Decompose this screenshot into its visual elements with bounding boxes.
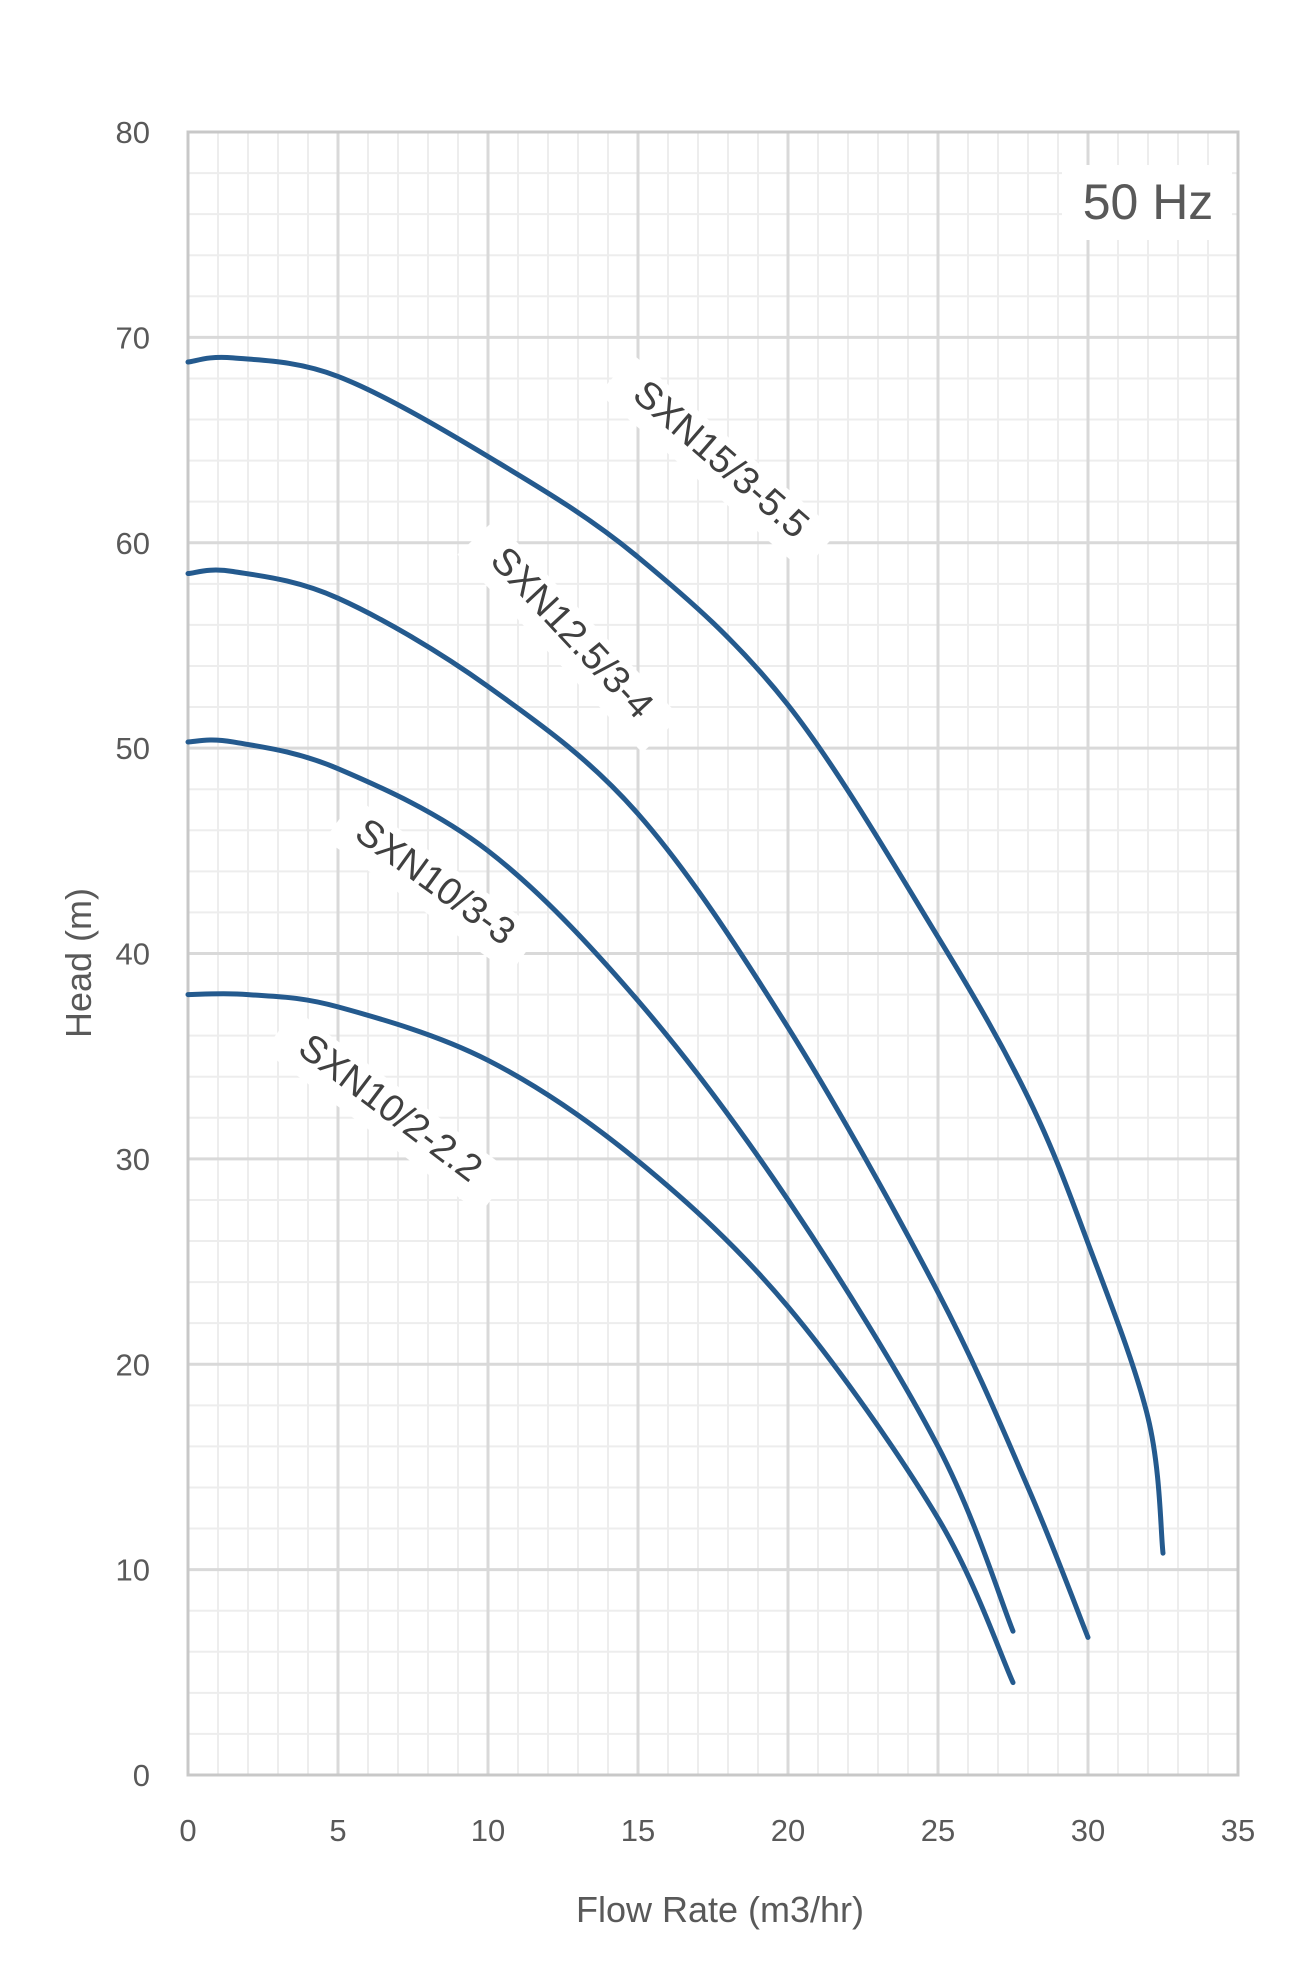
- x-tick-label: 10: [471, 1813, 505, 1848]
- y-tick-label: 10: [116, 1553, 150, 1588]
- y-tick-label: 20: [116, 1347, 150, 1382]
- x-tick-label: 25: [921, 1813, 955, 1848]
- x-tick-label: 20: [771, 1813, 805, 1848]
- y-tick-label: 40: [116, 937, 150, 972]
- x-tick-label: 0: [179, 1813, 196, 1848]
- y-tick-label: 70: [116, 320, 150, 355]
- y-tick-label: 50: [116, 731, 150, 766]
- plot-frame: [186, 130, 1240, 1777]
- x-axis-tick-labels: 0 5 10 15 20 25 30 35: [179, 1813, 1255, 1848]
- y-tick-label: 80: [116, 115, 150, 150]
- x-tick-label: 35: [1221, 1813, 1255, 1848]
- x-axis-title: Flow Rate (m3/hr): [576, 1889, 864, 1930]
- pump-curve-sxn12-5-3-4: [185, 567, 1091, 1640]
- pump-curves: [185, 354, 1166, 1686]
- x-tick-label: 5: [329, 1813, 346, 1848]
- frequency-badge-background: [1062, 165, 1232, 240]
- y-axis-title: Head (m): [58, 888, 99, 1038]
- curve-label-halo: [457, 519, 681, 753]
- y-tick-label: 0: [133, 1758, 150, 1793]
- pump-curve-sxn15-3-5-5: [185, 354, 1166, 1556]
- curve-label-halo: [324, 797, 541, 974]
- curve-label-halo: [263, 1009, 512, 1214]
- frequency-annotation: 50 Hz: [1083, 174, 1214, 230]
- curve-label-backgrounds: [263, 354, 838, 1214]
- pump-curve-sxn10-3-3: [185, 737, 1016, 1634]
- y-tick-label: 30: [116, 1142, 150, 1177]
- x-tick-label: 15: [621, 1813, 655, 1848]
- x-tick-label: 30: [1071, 1813, 1105, 1848]
- curve-label: SXN10/2-2.2: [291, 1026, 490, 1190]
- y-tick-label: 60: [116, 526, 150, 561]
- curve-label-halo: [598, 354, 838, 572]
- curve-label: SXN10/3-3: [348, 811, 523, 954]
- pump-curve-sxn10-2-2-2: [185, 991, 1016, 1686]
- y-axis-tick-labels: 0 10 20 30 40 50 60 70 80: [116, 115, 150, 1793]
